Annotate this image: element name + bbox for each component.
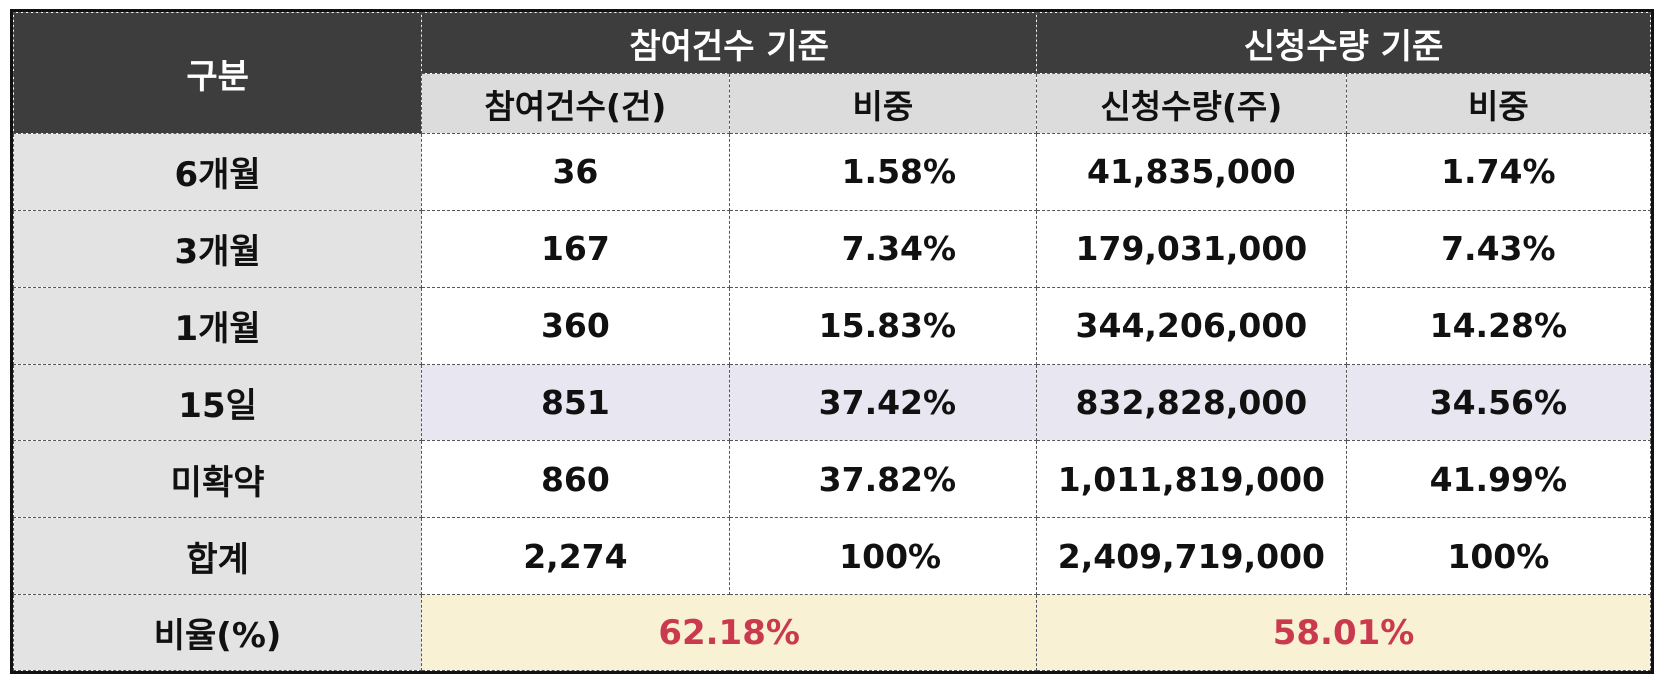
qty-share-cell: 41.99%: [1345, 440, 1651, 519]
count-cell: 167: [421, 209, 730, 288]
table-row: 1개월 360 15.83% 344,206,000 14.28%: [13, 286, 1651, 365]
header-col-count-share: 비중: [728, 73, 1038, 135]
header-group-qty: 신청수량 기준: [1036, 12, 1651, 75]
row-label: 1개월: [13, 286, 423, 365]
qty-cell: 2,409,719,000: [1036, 517, 1347, 596]
header-group-count: 참여건수 기준: [421, 12, 1038, 75]
table-row-highlighted: 15일 851 37.42% 832,828,000 34.56%: [13, 363, 1651, 442]
row-label: 6개월: [13, 133, 423, 211]
table-row: 3개월 167 7.34% 179,031,000 7.43%: [13, 209, 1651, 288]
table-row: 6개월 36 1.58% 41,835,000 1.74%: [13, 133, 1651, 211]
table-row: 미확약 860 37.82% 1,011,819,000 41.99%: [13, 440, 1651, 519]
qty-cell: 1,011,819,000: [1036, 440, 1347, 519]
count-cell: 2,274: [421, 517, 730, 596]
row-label: 합계: [13, 517, 423, 596]
qty-share-cell: 1.74%: [1345, 133, 1651, 211]
header-row-groups: 구분 참여건수 기준 신청수량 기준: [13, 12, 1651, 135]
qty-ratio-value: 58.01%: [1036, 594, 1651, 671]
lockup-table-container: 구분 참여건수 기준 신청수량 기준 참여건수(건) 비중 신청수량(주) 비중…: [10, 9, 1654, 674]
qty-cell: 179,031,000: [1036, 209, 1347, 288]
lockup-commitment-table: 구분 참여건수 기준 신청수량 기준 참여건수(건) 비중 신청수량(주) 비중…: [13, 12, 1651, 671]
table-row-total: 합계 2,274 100% 2,409,719,000 100%: [13, 517, 1651, 596]
count-cell: 36: [421, 133, 730, 211]
count-ratio-value: 62.18%: [421, 594, 1038, 671]
count-cell: 851: [421, 363, 730, 442]
header-col-qty: 신청수량(주): [1036, 73, 1347, 135]
qty-cell: 41,835,000: [1036, 133, 1347, 211]
count-share-cell: 37.82%: [728, 440, 1038, 519]
row-label: 3개월: [13, 209, 423, 288]
count-cell: 360: [421, 286, 730, 365]
count-share-cell: 1.58%: [728, 133, 1038, 211]
header-col-qty-share: 비중: [1345, 73, 1651, 135]
qty-share-cell: 14.28%: [1345, 286, 1651, 365]
qty-share-cell: 100%: [1345, 517, 1651, 596]
qty-cell: 832,828,000: [1036, 363, 1347, 442]
qty-share-cell: 7.43%: [1345, 209, 1651, 288]
count-share-cell: 15.83%: [728, 286, 1038, 365]
count-share-cell: 7.34%: [728, 209, 1038, 288]
qty-share-cell: 34.56%: [1345, 363, 1651, 442]
count-share-cell: 100%: [728, 517, 1038, 596]
count-share-cell: 37.42%: [728, 363, 1038, 442]
row-label: 미확약: [13, 440, 423, 519]
ratio-label: 비율(%): [13, 594, 423, 671]
qty-cell: 344,206,000: [1036, 286, 1347, 365]
header-row-columns: 참여건수(건) 비중 신청수량(주) 비중: [14, 73, 1651, 135]
count-cell: 860: [421, 440, 730, 519]
row-label: 15일: [13, 363, 423, 442]
header-col-count: 참여건수(건): [421, 73, 730, 135]
ratio-row: 비율(%) 62.18% 58.01%: [13, 594, 1651, 671]
header-category: 구분: [13, 12, 423, 135]
